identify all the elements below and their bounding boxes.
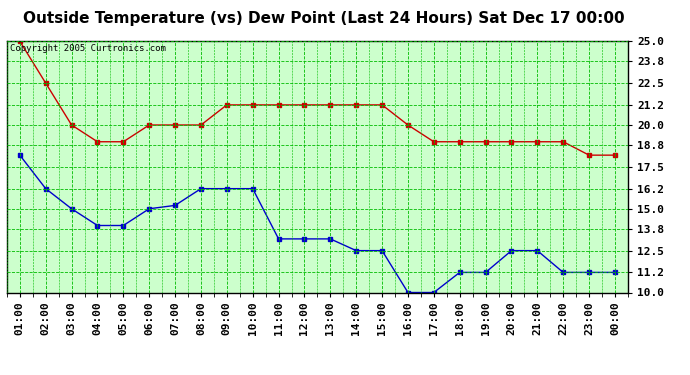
Text: Copyright 2005 Curtronics.com: Copyright 2005 Curtronics.com <box>10 44 166 53</box>
Text: Outside Temperature (vs) Dew Point (Last 24 Hours) Sat Dec 17 00:00: Outside Temperature (vs) Dew Point (Last… <box>23 11 625 26</box>
